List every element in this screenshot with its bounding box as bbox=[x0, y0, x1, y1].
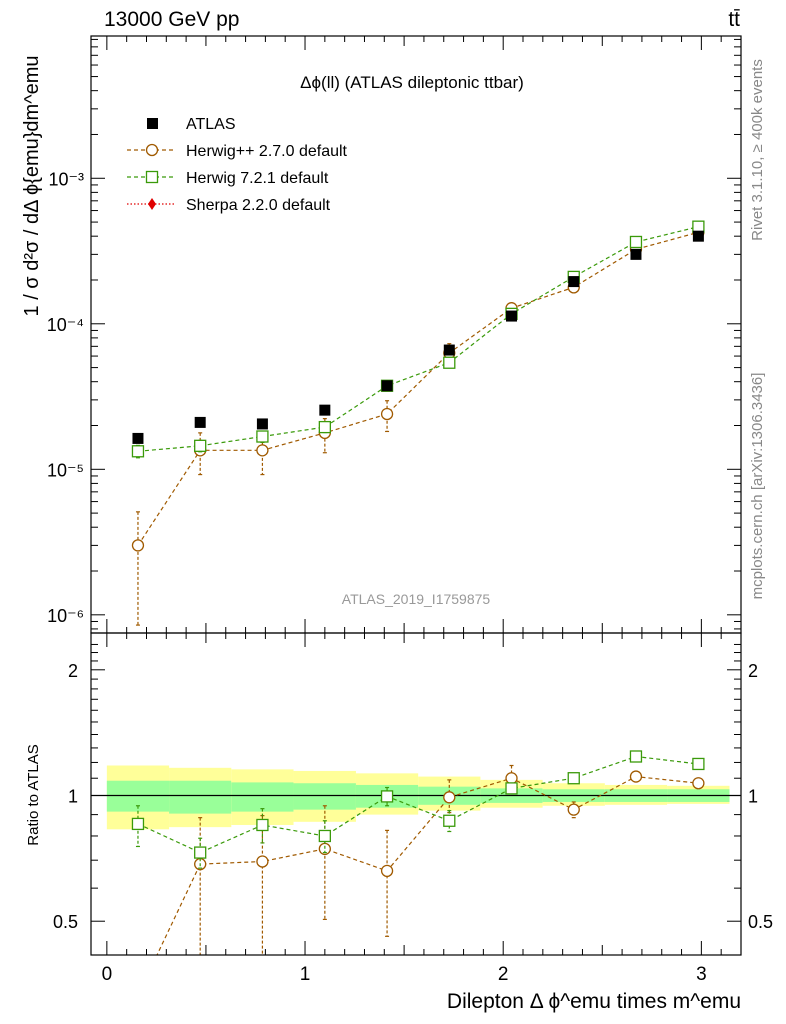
mcplots-label: mcplots.cern.ch [arXiv:1306.3436] bbox=[749, 373, 766, 600]
point-atlas bbox=[568, 276, 580, 288]
legend-sherpa-marker bbox=[148, 198, 156, 210]
main-panel: Δϕ(ll) (ATLAS dileptonic ttbar) 1 / σ d²… bbox=[21, 35, 742, 634]
ratio-frame bbox=[90, 632, 742, 956]
series-line-herwigpp bbox=[137, 231, 699, 546]
point-herwigpp bbox=[256, 444, 269, 457]
ratio-ytick-label-left: 0.5 bbox=[53, 912, 78, 932]
ratio-axis-ticks: 0.5 0.5 1 1 2 2 0 1 2 3 bbox=[53, 633, 773, 985]
ratio-xtick-label: 1 bbox=[300, 964, 311, 985]
point-atlas bbox=[443, 344, 455, 356]
ratio-ytick-label-right: 1 bbox=[748, 787, 758, 807]
point-herwig7 bbox=[194, 439, 207, 452]
point-ratio-herwig7 bbox=[692, 757, 705, 771]
point-ratio-herwig7 bbox=[567, 772, 580, 785]
series-herwigpp bbox=[131, 226, 705, 626]
ratio-xlabel: Dilepton Δ ϕ^emu times m^emu bbox=[447, 990, 741, 1013]
legend-atlas-label: ATLAS bbox=[186, 116, 236, 133]
main-ytick-label: 10⁻⁶ bbox=[47, 606, 84, 626]
legend-entry-herwigpp: Herwig++ 2.7.0 default bbox=[127, 143, 348, 160]
main-ytick-label: 10⁻⁵ bbox=[47, 460, 84, 480]
ratio-xtick-label: 3 bbox=[696, 964, 707, 985]
point-herwig7 bbox=[629, 235, 643, 249]
series-line-herwig7 bbox=[137, 226, 699, 452]
legend-herwigpp-marker bbox=[145, 143, 159, 157]
point-atlas bbox=[692, 230, 704, 242]
ratio-band-inner bbox=[231, 782, 294, 812]
series-herwig7 bbox=[131, 220, 705, 459]
point-ratio-herwigpp bbox=[505, 772, 518, 785]
legend-entry-sherpa: Sherpa 2.2.0 default bbox=[127, 197, 331, 214]
point-ratio-herwig7 bbox=[505, 782, 518, 795]
point-atlas bbox=[256, 418, 268, 430]
series-ratio-herwigpp bbox=[156, 764, 705, 955]
point-ratio-herwigpp bbox=[629, 770, 643, 783]
point-ratio-herwigpp bbox=[443, 791, 456, 804]
ratio-panel: Ratio to ATLAS 0.5 0.5 1 1 2 2 0 1 2 3 Dilepton Δ… bbox=[25, 632, 773, 1013]
ratio-ylabel: Ratio to ATLAS bbox=[25, 744, 42, 845]
point-herwig7 bbox=[318, 420, 331, 434]
point-herwigpp bbox=[380, 407, 394, 421]
point-atlas bbox=[319, 404, 331, 416]
ratio-band-inner bbox=[169, 780, 232, 814]
point-herwig7 bbox=[692, 220, 705, 233]
point-ratio-herwig7 bbox=[318, 829, 331, 843]
ratio-ytick-label-left: 2 bbox=[68, 661, 78, 681]
point-ratio-herwig7 bbox=[131, 817, 145, 831]
point-atlas bbox=[381, 380, 393, 392]
ratio-ytick-label-right: 2 bbox=[748, 661, 758, 681]
point-ratio-herwig7 bbox=[443, 814, 456, 827]
point-ratio-herwig7 bbox=[380, 790, 394, 803]
legend-entry-herwig7: Herwig 7.2.1 default bbox=[127, 170, 329, 187]
main-ytick-label: 10⁻³ bbox=[48, 169, 84, 189]
process-label: tt̄ bbox=[728, 8, 740, 31]
ratio-series-layer bbox=[131, 750, 705, 955]
point-ratio-herwig7 bbox=[256, 818, 269, 832]
point-herwigpp bbox=[131, 539, 145, 552]
point-ratio-herwigpp bbox=[567, 803, 580, 816]
point-herwig7 bbox=[256, 430, 269, 443]
point-atlas bbox=[506, 310, 518, 322]
point-atlas bbox=[194, 416, 206, 428]
series-line-ratio-herwig7 bbox=[137, 755, 699, 854]
ratio-ytick-label-right: 0.5 bbox=[748, 912, 773, 932]
legend-herwig7-marker bbox=[145, 170, 159, 184]
series-line-ratio-herwigpp bbox=[156, 775, 699, 955]
point-ratio-herwigpp bbox=[692, 777, 705, 790]
point-atlas bbox=[630, 248, 642, 260]
main-ytick-label: 10⁻⁴ bbox=[47, 315, 84, 335]
point-herwig7 bbox=[131, 445, 145, 458]
ratio-xtick-label: 0 bbox=[102, 964, 113, 985]
main-ylabel: 1 / σ d²σ / dΔ ϕ{emu}dm^emu bbox=[21, 56, 43, 317]
main-watermark: ATLAS_2019_I1759875 bbox=[342, 591, 491, 607]
legend-entry-atlas: ATLAS bbox=[147, 116, 236, 133]
ratio-xtick-label: 2 bbox=[498, 964, 509, 985]
legend-sherpa-label: Sherpa 2.2.0 default bbox=[186, 197, 331, 214]
rivet-label: Rivet 3.1.10, ≥ 400k events bbox=[749, 59, 766, 241]
point-ratio-herwig7 bbox=[194, 846, 207, 859]
series-ratio-herwig7 bbox=[131, 750, 705, 869]
point-ratio-herwigpp bbox=[380, 864, 394, 878]
point-ratio-herwig7 bbox=[629, 750, 643, 763]
legend-herwigpp-label: Herwig++ 2.7.0 default bbox=[186, 143, 348, 160]
legend-atlas-marker bbox=[147, 118, 158, 129]
point-ratio-herwigpp bbox=[256, 855, 269, 868]
series-atlas bbox=[132, 230, 704, 444]
main-series-layer bbox=[131, 220, 705, 626]
legend: ATLAS Herwig++ 2.7.0 default Herwig 7.2.… bbox=[127, 116, 348, 214]
energy-label: 13000 GeV pp bbox=[104, 8, 239, 31]
main-title: Δϕ(ll) (ATLAS dileptonic ttbar) bbox=[300, 73, 524, 92]
point-atlas bbox=[132, 432, 144, 444]
legend-herwig7-label: Herwig 7.2.1 default bbox=[186, 170, 329, 187]
point-herwig7 bbox=[443, 356, 456, 369]
ratio-bands bbox=[91, 765, 741, 830]
ratio-ytick-label-left: 1 bbox=[68, 787, 78, 807]
